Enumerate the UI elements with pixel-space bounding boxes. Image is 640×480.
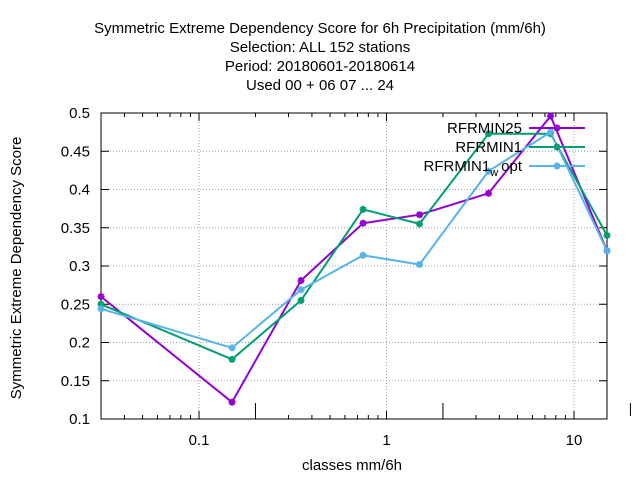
data-point-d2	[297, 277, 305, 284]
y-axis-label: Symmetric Extreme Dependency Score	[8, 137, 25, 400]
data-point	[553, 124, 561, 132]
data-point	[553, 162, 561, 170]
series-rfrmin25	[97, 112, 611, 406]
data-point-d2	[297, 297, 305, 304]
series-line	[100, 130, 608, 350]
y-tick-label: 0.1	[69, 411, 90, 428]
data-point	[297, 277, 305, 285]
data-point-d2	[228, 344, 236, 352]
chart-title-line-4: Used 00 + 06 07 ... 24	[245, 77, 395, 94]
x-axis-label: classes mm/6h	[302, 457, 402, 474]
data-point-d2	[97, 293, 105, 300]
data-point-d2	[485, 167, 492, 175]
data-point-d2	[416, 211, 423, 218]
data-point-d2	[416, 261, 423, 268]
legend: RFRMIN25 RFRMIN1 RFRMIN1w opt	[424, 120, 585, 179]
data-point	[359, 205, 367, 213]
data-point	[603, 231, 611, 239]
data-point-d2	[553, 124, 561, 132]
legend-entry: RFRMIN25	[447, 120, 585, 137]
data-point-d2	[547, 112, 554, 120]
data-point-d2	[297, 286, 305, 293]
data-point-d2	[603, 247, 611, 254]
x-tick-label: 10	[566, 432, 583, 449]
chart-title-line-2: Selection: ALL 152 stations	[229, 39, 411, 56]
data-point-d2	[553, 162, 561, 170]
legend-label: RFRMIN1	[455, 139, 522, 156]
x-tick-label: 1	[382, 432, 390, 449]
data-point-d2	[603, 232, 611, 239]
x-tick-label: 0.1	[189, 432, 210, 449]
chart-title-line-3: Period: 20180601-20180614	[224, 58, 416, 75]
y-tick-label: 0.3	[69, 258, 90, 275]
data-series	[97, 112, 611, 406]
data-point	[485, 189, 493, 197]
data-point	[97, 293, 105, 301]
data-point	[416, 220, 424, 228]
data-point	[485, 130, 493, 138]
data-point-d2	[97, 305, 105, 313]
data-point	[228, 344, 236, 352]
legend-entry: RFRMIN1w opt	[424, 158, 585, 179]
data-point-d2	[547, 128, 554, 136]
legend-label: RFRMIN25	[447, 120, 522, 137]
data-point	[359, 251, 367, 259]
data-point-d2	[228, 398, 236, 406]
grid-lines	[101, 113, 607, 419]
data-point-d2	[359, 206, 367, 213]
data-point-d2	[359, 252, 367, 259]
data-point-d2	[553, 143, 561, 151]
data-point-d2	[416, 220, 423, 228]
data-point-d2	[485, 190, 492, 197]
legend-label: RFRMIN1w opt	[424, 158, 523, 179]
plot-border	[100, 112, 608, 420]
y-tick-label: 0.4	[69, 182, 90, 199]
data-point	[228, 355, 236, 363]
y-tick-label: 0.25	[61, 296, 90, 313]
legend-entry: RFRMIN1	[455, 139, 585, 156]
data-point	[553, 143, 561, 151]
y-tick-label: 0.5	[69, 105, 90, 122]
data-point	[297, 286, 305, 294]
y-tick-label: 0.45	[61, 143, 90, 160]
y-tick-label: 0.15	[61, 373, 90, 390]
data-point	[359, 219, 367, 227]
data-point	[547, 128, 555, 136]
data-point	[485, 167, 493, 175]
data-point	[603, 247, 611, 255]
series-line	[100, 132, 608, 361]
data-point	[416, 260, 424, 268]
chart-title-line-1: Symmetric Extreme Dependency Score for 6…	[94, 20, 546, 37]
data-point	[97, 305, 105, 313]
data-point-d2	[359, 219, 367, 227]
data-point	[297, 296, 305, 304]
data-point-d2	[485, 130, 492, 137]
axes: 0.1 0.15 0.2 0.25 0.3 0.35 0.4 0.45 0.5 0.1 1 10	[61, 105, 631, 449]
series-rfrmin1-w-opt	[97, 128, 611, 352]
series-rfrmin1	[97, 130, 611, 363]
data-point	[228, 398, 236, 406]
series-line	[100, 114, 608, 404]
data-point	[547, 112, 555, 120]
data-point-d2	[228, 356, 236, 363]
y-tick-label: 0.35	[61, 220, 90, 237]
y-tick-label: 0.2	[69, 335, 90, 352]
data-point	[416, 211, 424, 219]
